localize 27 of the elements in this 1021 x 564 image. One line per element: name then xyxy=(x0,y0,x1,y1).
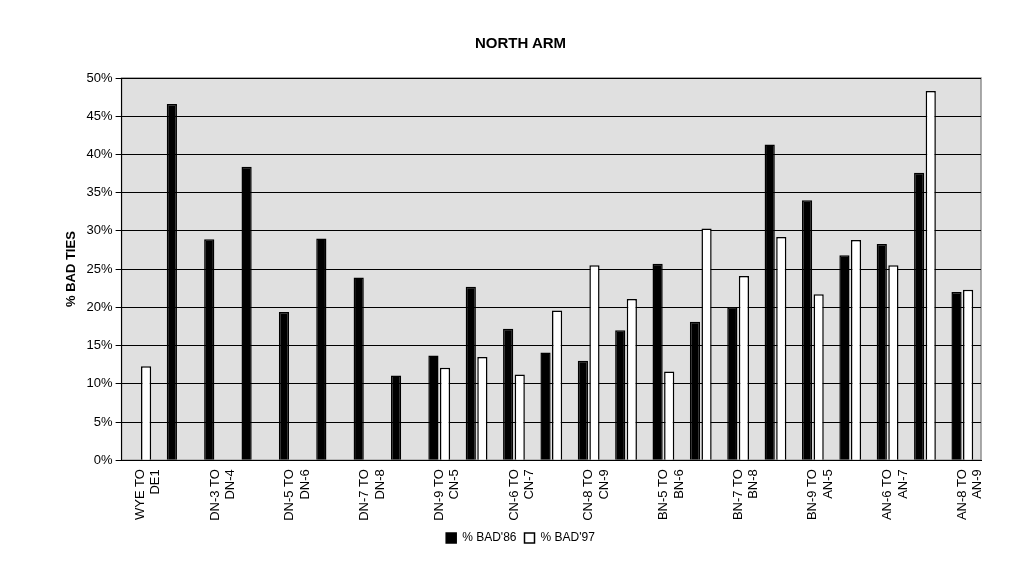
y-tick-label: 25% xyxy=(86,260,114,276)
chart-title: NORTH ARM xyxy=(474,34,567,52)
x-tick-label: DN-7 TO DN-8 xyxy=(356,469,387,521)
y-tick-label: 45% xyxy=(86,107,114,123)
x-tick-label: DN-9 TO CN-5 xyxy=(430,469,462,521)
y-tick-label: 15% xyxy=(86,337,114,353)
legend-label: % BAD'86 xyxy=(462,530,517,545)
y-tick-label: 35% xyxy=(86,184,114,200)
legend-label: % BAD'97 xyxy=(540,530,596,545)
y-tick-label: 20% xyxy=(86,298,114,314)
x-tick-label: BN-5 TO BN-6 xyxy=(654,469,686,521)
x-tick-label: AN-6 TO AN-7 xyxy=(879,469,910,521)
x-tick-label: BN-9 TO AN-5 xyxy=(804,469,836,521)
x-tick-label: CN-8 TO CN-9 xyxy=(580,469,611,521)
y-tick-label: 0% xyxy=(93,451,114,467)
y-axis-title: % BAD TIES xyxy=(63,230,79,308)
x-tick-label: DN-5 TO DN-6 xyxy=(281,469,312,521)
x-tick-label: CN-6 TO CN-7 xyxy=(505,469,537,521)
x-tick-label: DN-3 TO DN-4 xyxy=(206,469,238,521)
y-tick-label: 10% xyxy=(86,375,114,391)
y-tick-label: 40% xyxy=(86,146,114,162)
y-tick-label: 30% xyxy=(86,222,114,238)
x-tick-label: WYE TO DE1 xyxy=(131,469,163,521)
x-tick-label: BN-7 TO BN-8 xyxy=(729,469,761,521)
y-tick-label: 50% xyxy=(86,69,114,85)
x-tick-label: AN-8 TO AN-9 xyxy=(953,469,985,521)
y-tick-label: 5% xyxy=(93,413,114,429)
